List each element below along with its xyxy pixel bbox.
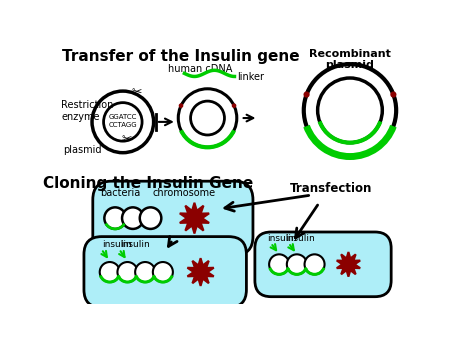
- FancyBboxPatch shape: [84, 237, 247, 307]
- Text: ✂: ✂: [122, 133, 132, 146]
- Text: Transfection: Transfection: [289, 182, 372, 195]
- Polygon shape: [337, 252, 360, 277]
- Text: CCTAGG: CCTAGG: [108, 122, 137, 128]
- FancyBboxPatch shape: [255, 232, 391, 297]
- Circle shape: [104, 207, 126, 229]
- Circle shape: [179, 103, 183, 108]
- Text: insulin: insulin: [267, 234, 297, 243]
- Text: Recombinant
plasmid: Recombinant plasmid: [309, 49, 391, 70]
- Text: Cloning the Insulin Gene: Cloning the Insulin Gene: [43, 176, 253, 191]
- Text: linker: linker: [237, 72, 264, 82]
- Circle shape: [135, 262, 155, 282]
- Circle shape: [117, 262, 137, 282]
- Text: ✂: ✂: [131, 86, 142, 99]
- Polygon shape: [187, 258, 214, 286]
- Text: human cDNA: human cDNA: [168, 64, 232, 74]
- Circle shape: [122, 207, 144, 229]
- Text: insulin: insulin: [285, 234, 315, 243]
- Text: GGATCC: GGATCC: [108, 114, 137, 120]
- Text: bacteria: bacteria: [100, 188, 140, 198]
- Text: Restriction
enzyme: Restriction enzyme: [61, 100, 113, 122]
- FancyBboxPatch shape: [93, 181, 253, 255]
- Circle shape: [390, 91, 396, 97]
- Circle shape: [232, 103, 236, 108]
- Polygon shape: [180, 203, 209, 234]
- Circle shape: [153, 262, 173, 282]
- Circle shape: [140, 207, 162, 229]
- Text: insulin: insulin: [102, 240, 132, 249]
- Circle shape: [269, 254, 289, 274]
- Text: chromosome: chromosome: [153, 188, 216, 198]
- Circle shape: [287, 254, 307, 274]
- Circle shape: [303, 91, 310, 97]
- Text: plasmid: plasmid: [63, 145, 102, 155]
- Text: Transfer of the Insulin gene: Transfer of the Insulin gene: [62, 49, 299, 64]
- Circle shape: [100, 262, 120, 282]
- Text: insulin: insulin: [121, 240, 150, 249]
- Circle shape: [305, 254, 324, 274]
